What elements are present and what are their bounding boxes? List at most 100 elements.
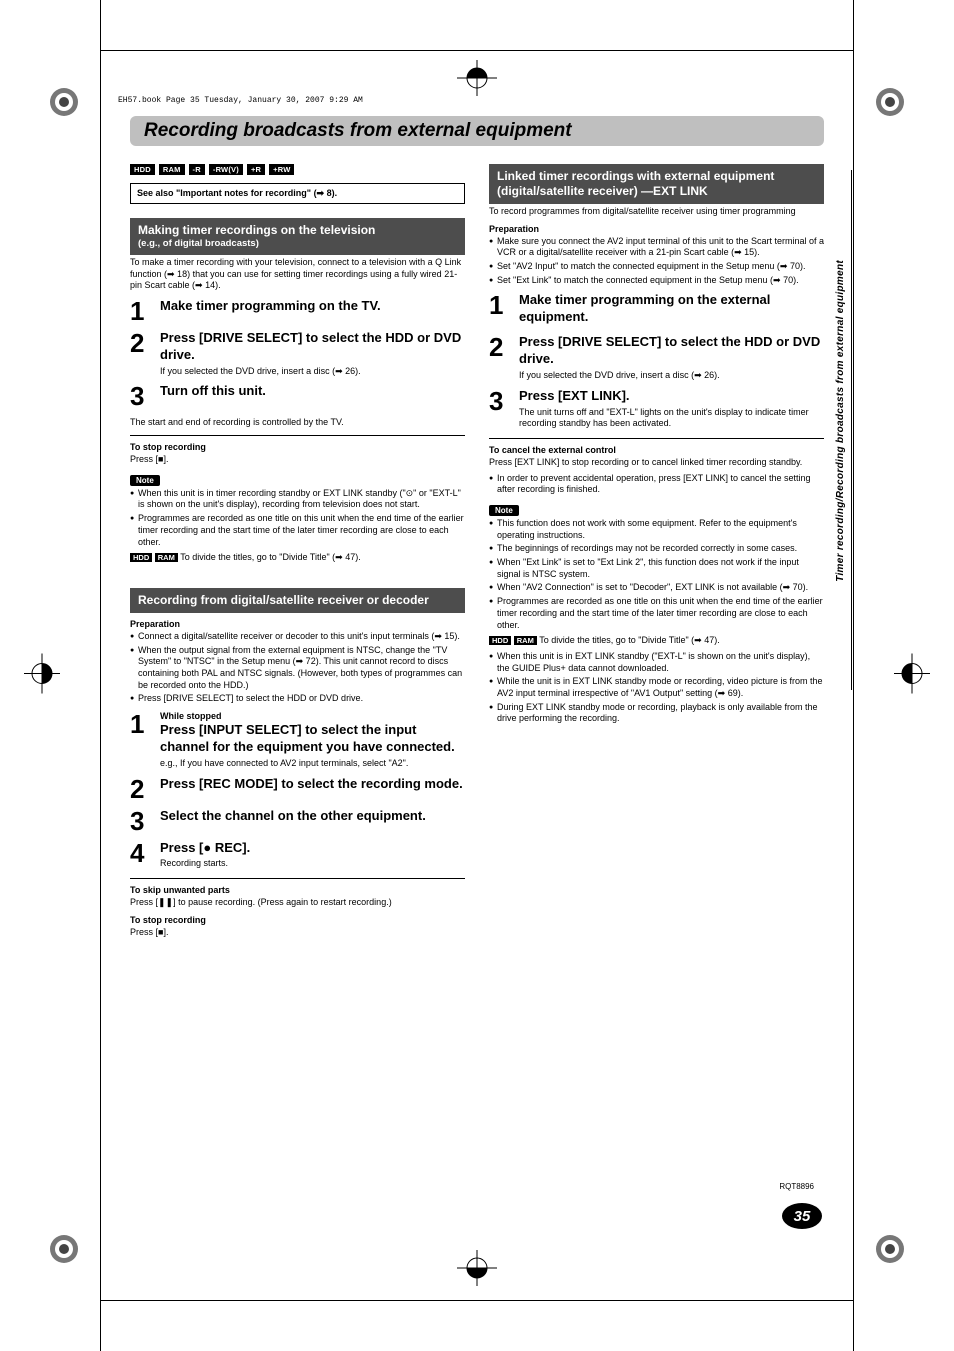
steps-ext-link: 1 Make timer programming on the external… — [489, 292, 824, 430]
registration-mark-icon — [42, 80, 86, 124]
note-tail-text: To divide the titles, go to "Divide Titl… — [180, 552, 361, 562]
badge-ram: RAM — [155, 553, 178, 562]
prep-list: Connect a digital/satellite receiver or … — [130, 631, 465, 705]
note-item: When this unit is in timer recording sta… — [130, 488, 465, 511]
step-number: 2 — [130, 776, 152, 802]
trim-line-left — [100, 0, 101, 1351]
note-item: When "Ext Link" is set to "Ext Link 2", … — [489, 557, 824, 580]
badge-minus-r: -R — [189, 164, 205, 175]
see-also-text: See also "Important notes for recording"… — [137, 188, 337, 198]
skip-body: Press [❚❚] to pause recording. (Press ag… — [130, 897, 465, 909]
trim-line-bottom — [100, 1300, 854, 1301]
step-2: 2 Press [REC MODE] to select the recordi… — [130, 776, 465, 802]
note-label: Note — [489, 505, 519, 516]
header-stamp: EH57.book Page 35 Tuesday, January 30, 2… — [118, 96, 363, 105]
trim-line-right — [853, 0, 854, 1351]
heading-text: Making timer recordings on the televisio… — [138, 223, 375, 237]
note-item: Programmes are recorded as one title on … — [489, 596, 824, 631]
note-tail: HDD RAM To divide the titles, go to "Div… — [489, 635, 824, 647]
note-list: When this unit is in timer recording sta… — [130, 488, 465, 548]
cancel-bullets: In order to prevent accidental operation… — [489, 473, 824, 496]
note-item: When this unit is in EXT LINK standby ("… — [489, 651, 824, 674]
side-rule — [851, 170, 852, 690]
step-3: 3 Turn off this unit. — [130, 383, 465, 409]
stop-body: Press [■]. — [130, 454, 465, 466]
right-column: Linked timer recordings with external eq… — [489, 164, 824, 942]
see-also-box: See also "Important notes for recording"… — [130, 183, 465, 204]
badge-plus-r: +R — [247, 164, 265, 175]
note-item: This function does not work with some eq… — [489, 518, 824, 541]
steps-timer-tv: 1 Make timer programming on the TV. 2 Pr… — [130, 298, 465, 409]
badge-ram: RAM — [514, 636, 537, 645]
page-content: Recording broadcasts from external equip… — [130, 116, 824, 1231]
badge-ram: RAM — [159, 164, 185, 175]
separator — [130, 878, 465, 879]
step-head: Press [● REC]. — [160, 840, 465, 857]
step-head: Press [DRIVE SELECT] to select the HDD o… — [160, 330, 465, 364]
step-number: 3 — [130, 808, 152, 834]
badge-hdd: HDD — [489, 636, 511, 645]
note-item: Programmes are recorded as one title on … — [130, 513, 465, 548]
note-item: During EXT LINK standby mode or recordin… — [489, 702, 824, 725]
note-list-2: When this unit is in EXT LINK standby ("… — [489, 651, 824, 725]
step-sub: e.g., If you have connected to AV2 input… — [160, 758, 465, 770]
page-title-bar: Recording broadcasts from external equip… — [130, 116, 824, 146]
step-head: Press [REC MODE] to select the recording… — [160, 776, 465, 793]
note-tail-text: To divide the titles, go to "Divide Titl… — [539, 635, 720, 645]
step-head: Select the channel on the other equipmen… — [160, 808, 465, 825]
step-number: 1 — [130, 711, 152, 737]
page-title: Recording broadcasts from external equip… — [144, 120, 810, 142]
heading-text: Recording from digital/satellite receive… — [138, 593, 429, 607]
step-1: 1 Make timer programming on the TV. — [130, 298, 465, 324]
step-1: 1 While stopped Press [INPUT SELECT] to … — [130, 711, 465, 769]
side-tab: Timer recording/Recording broadcasts fro… — [835, 260, 846, 582]
step-head: Press [DRIVE SELECT] to select the HDD o… — [519, 334, 824, 368]
step-number: 3 — [130, 383, 152, 409]
after-steps: The start and end of recording is contro… — [130, 417, 465, 429]
intro-text: To make a timer recording with your tele… — [130, 257, 465, 292]
note-item: The beginnings of recordings may not be … — [489, 543, 824, 555]
intro-text: To record programmes from digital/satell… — [489, 206, 824, 218]
section-heading-timer-tv: Making timer recordings on the televisio… — [130, 218, 465, 255]
step-head: Make timer programming on the TV. — [160, 298, 465, 315]
note-item: While the unit is in EXT LINK standby mo… — [489, 676, 824, 699]
step-number: 4 — [130, 840, 152, 866]
registration-mark-icon — [868, 1227, 912, 1271]
prep-item: When the output signal from the external… — [130, 645, 465, 692]
prep-item: Set "Ext Link" to match the connected eq… — [489, 275, 824, 287]
page-number: 35 — [780, 1201, 824, 1231]
trim-line-top — [100, 50, 854, 51]
page-number-badge: 35 — [780, 1201, 824, 1231]
step-number: 2 — [130, 330, 152, 356]
doc-code: RQT8896 — [779, 1182, 814, 1191]
step-head: Turn off this unit. — [160, 383, 465, 400]
badge-hdd: HDD — [130, 553, 152, 562]
heading-text: Linked timer recordings with external eq… — [497, 169, 774, 198]
step-head: Press [INPUT SELECT] to select the input… — [160, 722, 465, 756]
stop-body: Press [■]. — [130, 927, 465, 939]
step-3: 3 Select the channel on the other equipm… — [130, 808, 465, 834]
crop-mark-icon — [447, 1250, 507, 1291]
heading-sub: (e.g., of digital broadcasts) — [138, 238, 457, 250]
badge-minus-rw-v: -RW(V) — [209, 164, 243, 175]
step-number: 1 — [489, 292, 511, 318]
step-3: 3 Press [EXT LINK]. The unit turns off a… — [489, 388, 824, 430]
step-2: 2 Press [DRIVE SELECT] to select the HDD… — [489, 334, 824, 381]
media-badges: HDD RAM -R -RW(V) +R +RW — [130, 164, 465, 175]
step-sub: If you selected the DVD drive, insert a … — [160, 366, 465, 378]
step-pre: While stopped — [160, 711, 465, 721]
crop-mark-icon — [447, 60, 507, 101]
cancel-body: Press [EXT LINK] to stop recording or to… — [489, 457, 824, 469]
crop-mark-icon — [894, 643, 930, 708]
crop-mark-icon — [24, 643, 60, 708]
step-4: 4 Press [● REC]. Recording starts. — [130, 840, 465, 871]
note-list: This function does not work with some eq… — [489, 518, 824, 631]
step-sub: If you selected the DVD drive, insert a … — [519, 370, 824, 382]
badge-plus-rw: +RW — [269, 164, 294, 175]
section-heading-decoder: Recording from digital/satellite receive… — [130, 588, 465, 613]
step-number: 1 — [130, 298, 152, 324]
step-1: 1 Make timer programming on the external… — [489, 292, 824, 328]
prep-item: Set "AV2 Input" to match the connected e… — [489, 261, 824, 273]
registration-mark-icon — [868, 80, 912, 124]
step-number: 2 — [489, 334, 511, 360]
